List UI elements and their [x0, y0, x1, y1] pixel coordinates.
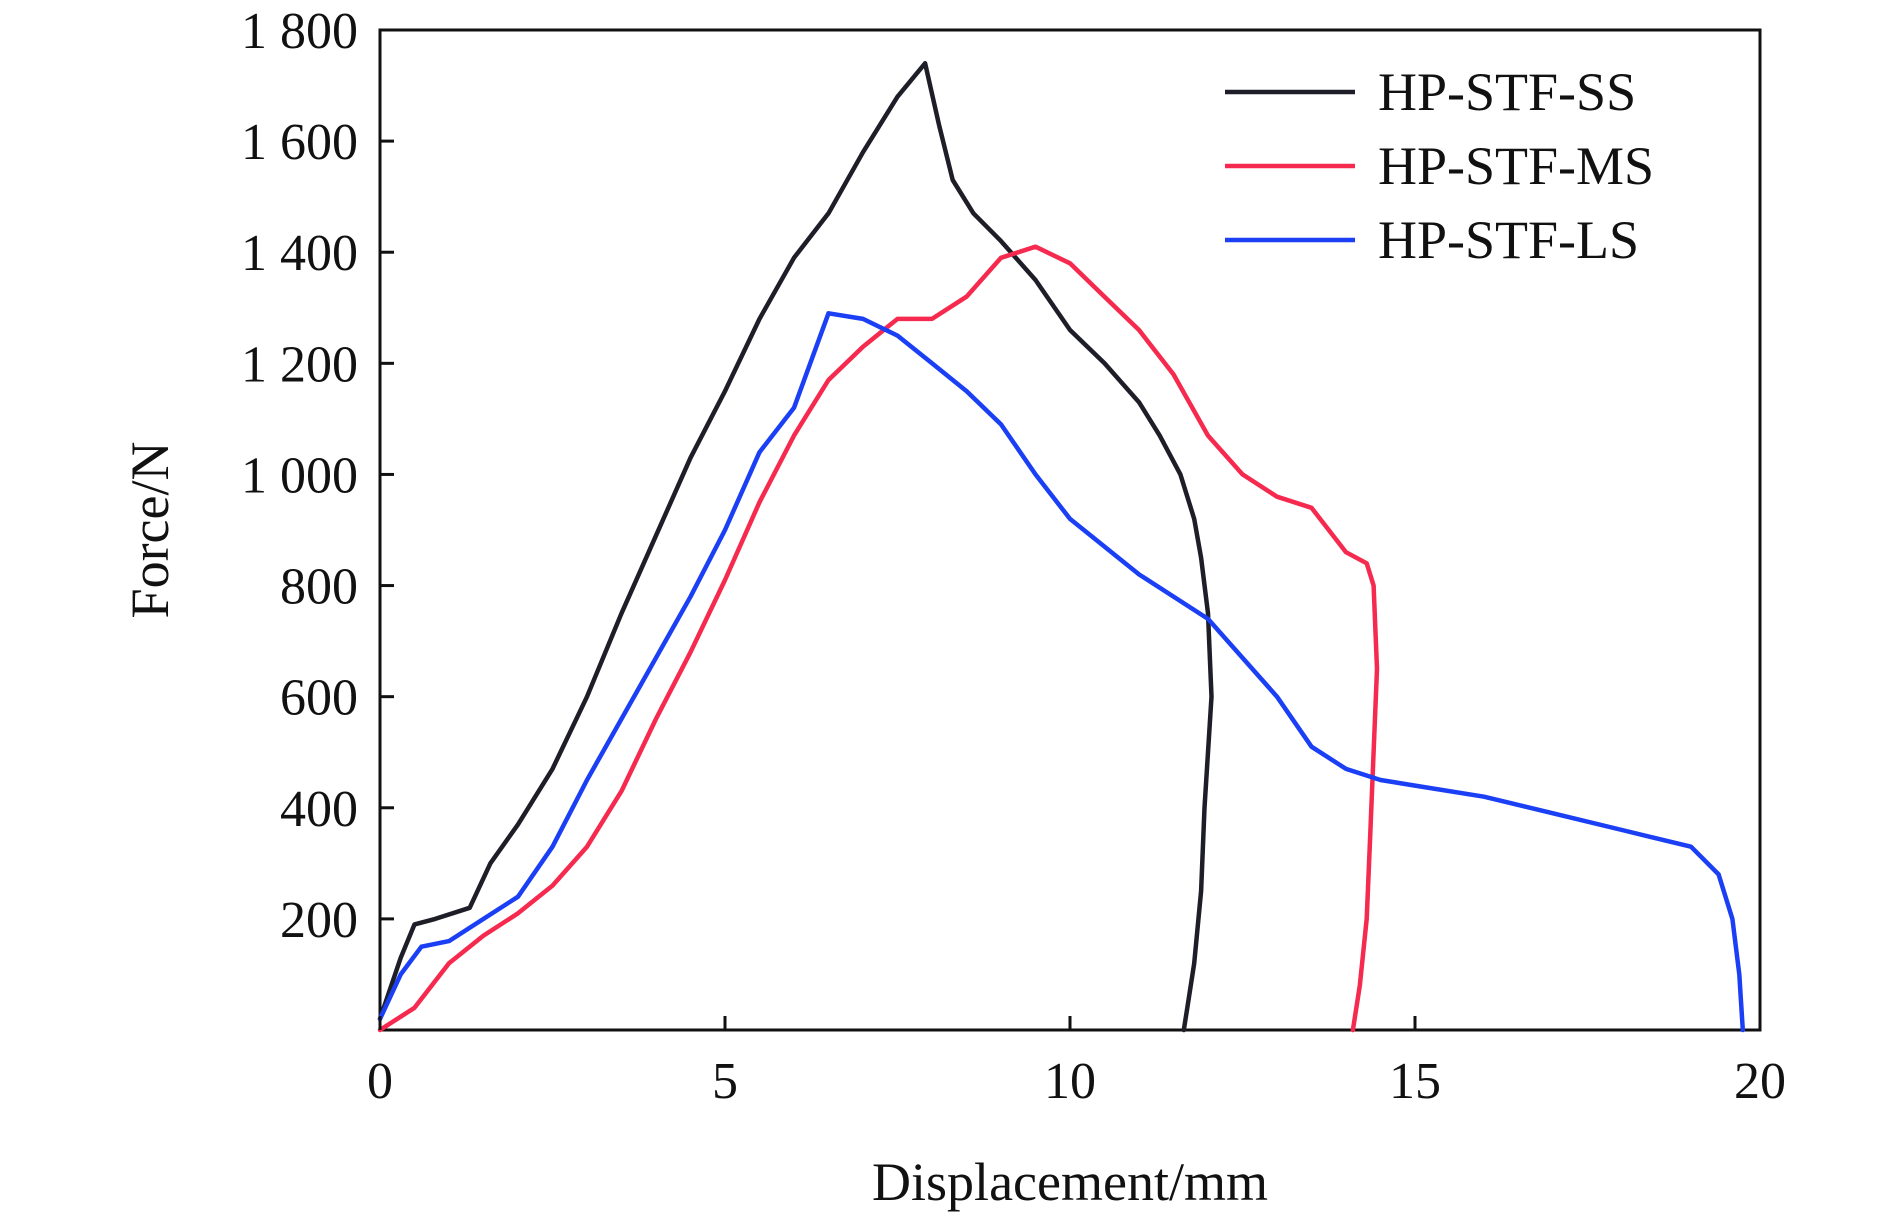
- y-tick-label: 1 200: [241, 336, 358, 393]
- x-tick-label: 5: [712, 1053, 738, 1110]
- x-tick-label: 0: [367, 1053, 393, 1110]
- series-layer: [377, 61, 1746, 1033]
- series-line-0: [377, 61, 1214, 1033]
- y-tick-label: 1 600: [241, 114, 358, 171]
- legend-label-0: HP-STF-SS: [1378, 62, 1636, 122]
- legend-label-2: HP-STF-LS: [1378, 210, 1639, 270]
- y-tick-label: 1 800: [241, 3, 358, 60]
- series-line-2: [377, 311, 1746, 1033]
- y-tick-label: 600: [280, 670, 358, 727]
- y-tick-label: 1 000: [241, 447, 358, 504]
- y-axis-title: Force/N: [120, 442, 180, 619]
- legend-label-1: HP-STF-MS: [1378, 136, 1654, 196]
- x-axis-title: Displacement/mm: [872, 1152, 1268, 1212]
- x-tick-label: 10: [1044, 1053, 1096, 1110]
- y-tick-label: 1 400: [241, 225, 358, 282]
- y-tick-label: 200: [280, 892, 358, 949]
- legend: HP-STF-SS HP-STF-MS HP-STF-LS: [1225, 62, 1654, 270]
- x-tick-label: 15: [1389, 1053, 1441, 1110]
- y-tick-label: 800: [280, 559, 358, 616]
- series-line-1: [377, 244, 1380, 1033]
- ticks-layer: 0 5 10 15 20 200 400 600 800 1 000 1 200 1 400 1 600…: [241, 3, 1786, 1110]
- y-tick-label: 400: [280, 781, 358, 838]
- x-tick-label: 20: [1734, 1053, 1786, 1110]
